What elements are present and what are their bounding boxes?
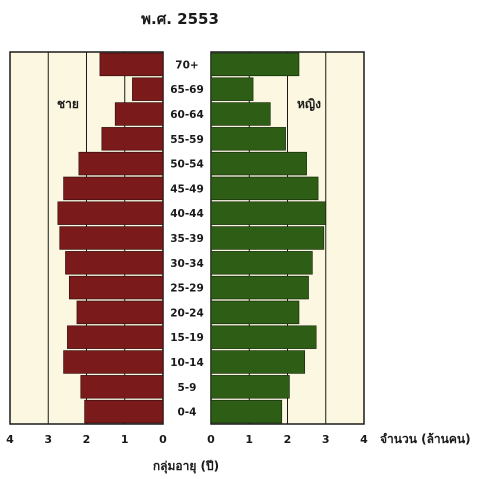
age-group-labels: 0-4 5-9 10-14 15-19 20-24 25-29 30-34 35-39 40-4… (170, 59, 204, 418)
bar-male-65-69 (132, 77, 164, 101)
age-label-45-49: 45-49 (170, 183, 204, 195)
bar-female-0-4 (210, 399, 283, 424)
age-label-60-64: 60-64 (170, 109, 204, 121)
age-label-50-54: 50-54 (170, 159, 204, 171)
bar-female-10-14 (210, 350, 306, 374)
tick-right-0: 0 (207, 433, 215, 446)
tick-left-4: 4 (6, 433, 14, 446)
bar-male-20-24 (76, 300, 164, 325)
bar-female-30-34 (210, 251, 313, 275)
tick-left-0: 0 (159, 433, 167, 446)
bar-male-35-39 (59, 226, 164, 250)
bar-male-25-29 (68, 275, 164, 300)
tick-left-2: 2 (83, 433, 91, 446)
tick-right-3: 3 (322, 433, 330, 446)
bar-female-60-64 (210, 102, 271, 126)
age-label-15-19: 15-19 (170, 332, 204, 344)
bar-male-10-14 (63, 350, 164, 374)
bar-male-0-4 (84, 399, 164, 424)
bar-male-70+ (99, 52, 164, 77)
legend-female-label: หญิง (297, 97, 321, 111)
bar-female-25-29 (210, 275, 309, 300)
tick-right-4: 4 (360, 433, 368, 446)
bar-male-30-34 (65, 251, 164, 275)
bar-male-50-54 (78, 151, 164, 176)
bar-male-55-59 (101, 127, 164, 151)
tick-right-1: 1 (245, 433, 253, 446)
bar-female-20-24 (210, 300, 300, 325)
bar-female-40-44 (210, 201, 327, 225)
bar-female-65-69 (210, 77, 254, 101)
age-label-25-29: 25-29 (170, 283, 204, 295)
bar-female-35-39 (210, 226, 325, 250)
bar-female-45-49 (210, 176, 319, 201)
tick-left-1: 1 (121, 433, 129, 446)
chart-title: พ.ศ. 2553 (141, 10, 219, 28)
bar-male-5-9 (80, 375, 164, 399)
y-axis-label: กลุ่มอายุ (ปี) (153, 459, 219, 474)
tick-right-2: 2 (284, 433, 292, 446)
bars (57, 52, 327, 424)
age-label-40-44: 40-44 (170, 208, 204, 220)
age-label-5-9: 5-9 (178, 382, 197, 394)
age-label-70+: 70+ (175, 59, 198, 71)
legend-male-label: ชาย (57, 97, 79, 111)
bar-female-55-59 (210, 127, 286, 151)
age-label-30-34: 30-34 (170, 258, 204, 270)
bar-male-40-44 (57, 201, 164, 225)
age-label-10-14: 10-14 (170, 357, 204, 369)
axis-tick-labels: 4 3 2 1 0 0 1 2 3 4 (6, 433, 368, 446)
bar-female-5-9 (210, 375, 290, 399)
bar-female-15-19 (210, 325, 317, 349)
age-label-55-59: 55-59 (170, 134, 204, 146)
x-axis-label: จำนวน (ล้านคน) (380, 432, 471, 446)
age-label-20-24: 20-24 (170, 307, 204, 319)
age-label-35-39: 35-39 (170, 233, 204, 245)
age-label-65-69: 65-69 (170, 84, 204, 96)
bar-female-50-54 (210, 151, 307, 176)
bar-female-70+ (210, 52, 300, 77)
bar-male-45-49 (63, 176, 164, 201)
bar-male-15-19 (67, 325, 164, 349)
age-label-0-4: 0-4 (178, 407, 197, 419)
tick-left-3: 3 (44, 433, 52, 446)
bar-male-60-64 (114, 102, 164, 126)
